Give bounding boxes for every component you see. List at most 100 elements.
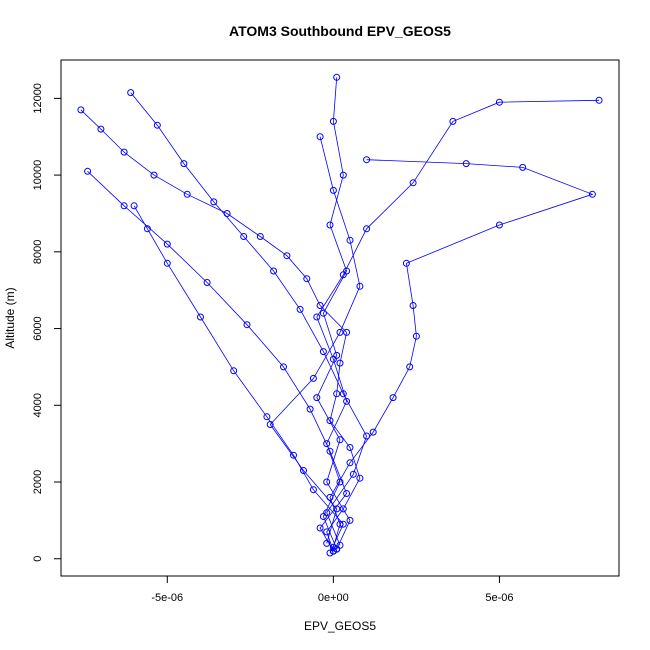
data-point [230,367,238,375]
data-point [210,198,218,206]
data-point [120,148,128,156]
series-profile [84,167,351,555]
data-point [326,417,334,425]
data-point [266,421,274,428]
y-tick-label: 10000 [32,160,44,191]
data-point [316,524,324,532]
data-point [309,374,317,382]
series-line [329,159,594,548]
data-point [406,363,414,371]
data-point [595,96,603,104]
series-line [269,136,361,544]
data-point [197,313,204,321]
data-point [346,459,354,467]
series-line [133,205,344,554]
data-point [163,259,171,267]
data-point [150,171,158,179]
data-point [333,505,341,513]
plot-frame [60,59,620,577]
y-axis-label: Altitude (m) [3,287,17,348]
data-point [519,163,527,171]
data-point [343,328,351,336]
data-point [180,160,188,168]
data-point [243,321,251,329]
data-point [449,117,457,125]
data-point [339,520,347,528]
data-point [409,302,417,309]
y-tick-label: 0 [32,556,44,562]
x-tick-label: -5e-06 [151,592,183,604]
data-point [495,221,503,229]
plot-area [77,73,603,557]
data-point [333,390,341,398]
data-point [343,490,351,497]
data-point [319,309,327,317]
series-profile [266,133,364,547]
series-profile [130,202,347,557]
data-point [300,467,307,474]
data-point [280,363,287,371]
data-point [346,516,354,524]
series-profile [313,96,603,553]
data-point [333,351,341,359]
data-point [316,302,324,309]
series-profile [313,73,354,553]
data-point [323,478,331,486]
data-point [240,233,248,240]
series-line [316,77,351,550]
y-tick-label: 6000 [32,316,44,340]
data-point [346,444,354,451]
data-point [323,440,331,448]
data-point [309,486,317,494]
x-axis: -5e-06 0e+00 5e-06 [151,575,513,604]
data-point [343,267,351,275]
data-point [270,267,278,275]
data-point [203,279,211,286]
data-point [130,202,138,210]
data-point [588,190,596,198]
data-point [343,397,351,405]
data-point [127,89,135,97]
data-point [313,394,321,402]
y-axis: 0 2000 4000 6000 8000 10000 12000 [32,83,62,562]
data-point [333,545,341,553]
data-point [339,505,347,513]
data-point [306,405,314,413]
data-point [363,432,371,440]
y-tick-label: 12000 [32,83,44,114]
data-point [313,313,321,321]
x-tick-label: 5e-06 [485,592,513,604]
series-line [316,99,600,550]
data-point [339,171,347,179]
data-point [336,359,344,367]
data-point [369,428,377,436]
series-line [130,92,368,546]
data-point [153,121,161,129]
data-point [296,305,304,313]
data-point [329,186,337,194]
data-point [349,470,357,478]
data-point [323,509,331,517]
data-point [329,117,337,125]
data-point [336,328,344,336]
data-point [326,447,334,455]
data-point [326,549,334,557]
data-point [303,275,311,283]
data-point [333,73,341,81]
data-point [389,394,397,402]
data-point [183,190,191,198]
y-tick-label: 4000 [32,393,44,417]
x-tick-label: 0e+00 [318,592,349,604]
data-point [346,236,354,244]
data-point [462,160,470,168]
data-point [323,539,331,547]
y-tick-label: 2000 [32,470,44,494]
data-point [336,478,344,486]
x-axis-label: EPV_GEOS5 [304,619,376,633]
data-point [339,390,347,398]
series-profile [77,106,364,555]
series-profile [326,156,596,551]
data-point [336,436,344,444]
data-point [495,98,503,106]
